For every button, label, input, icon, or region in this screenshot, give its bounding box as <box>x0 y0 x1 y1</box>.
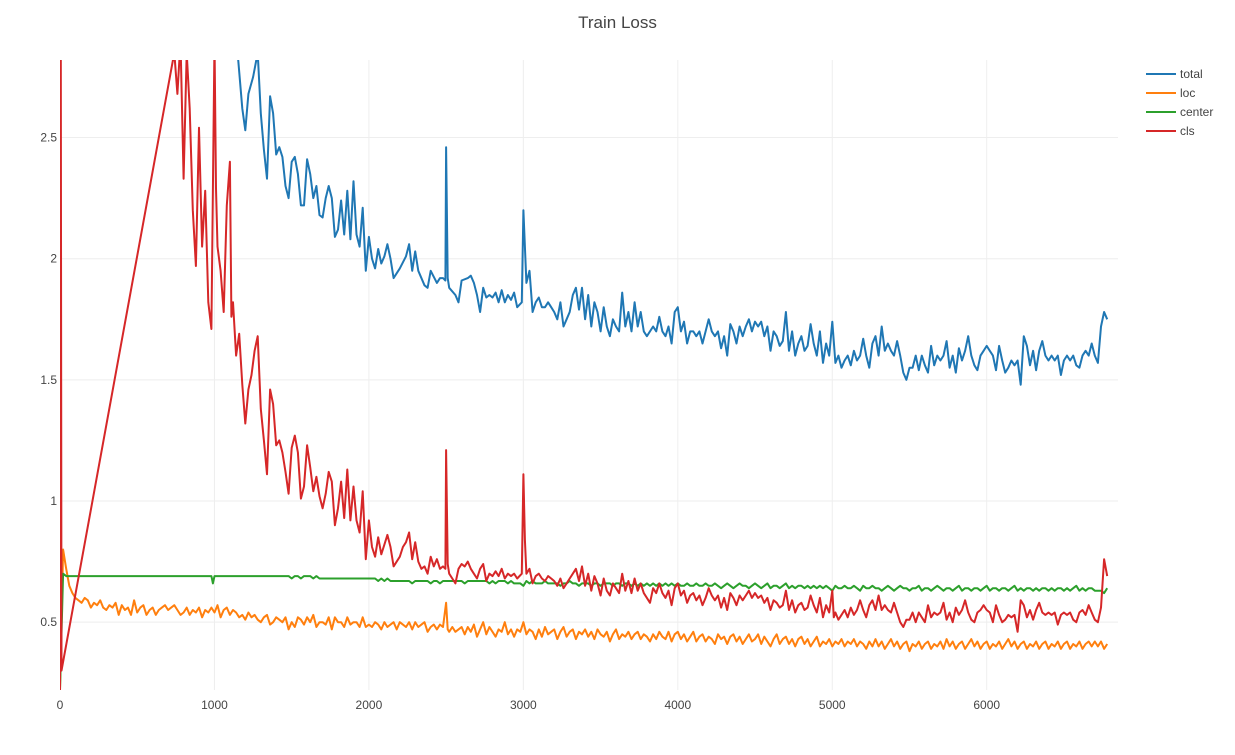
y-tick-label: 0.5 <box>40 615 57 629</box>
series-lines <box>60 60 1109 690</box>
x-tick-label: 5000 <box>819 698 846 712</box>
series-line-loc <box>60 548 1109 690</box>
y-tick-label: 1 <box>50 494 57 508</box>
legend-label: loc <box>1180 86 1195 100</box>
legend-item-cls[interactable]: cls <box>1146 124 1195 138</box>
legend-label: center <box>1180 105 1213 119</box>
y-tick-label: 2 <box>50 252 57 266</box>
legend[interactable]: total loc center cls <box>1146 67 1213 138</box>
legend-item-total[interactable]: total <box>1146 67 1203 81</box>
series-line-cls <box>60 60 1109 690</box>
x-tick-label: 3000 <box>510 698 537 712</box>
chart-title: Train Loss <box>578 13 657 32</box>
x-tick-label: 1000 <box>201 698 228 712</box>
y-tick-label: 1.5 <box>40 373 57 387</box>
series-line-center <box>60 572 1109 690</box>
series-line-total <box>237 60 1109 386</box>
x-tick-label: 0 <box>57 698 64 712</box>
x-tick-label: 2000 <box>356 698 383 712</box>
legend-item-center[interactable]: center <box>1146 105 1213 119</box>
legend-item-loc[interactable]: loc <box>1146 86 1195 100</box>
legend-label: total <box>1180 67 1203 81</box>
axes: 0 1000 2000 3000 4000 5000 6000 0.5 1 1.5 2 2.5 <box>40 131 1000 712</box>
x-tick-label: 4000 <box>664 698 691 712</box>
grid <box>60 60 1118 690</box>
x-tick-label: 6000 <box>973 698 1000 712</box>
legend-label: cls <box>1180 124 1195 138</box>
y-tick-label: 2.5 <box>40 131 57 145</box>
